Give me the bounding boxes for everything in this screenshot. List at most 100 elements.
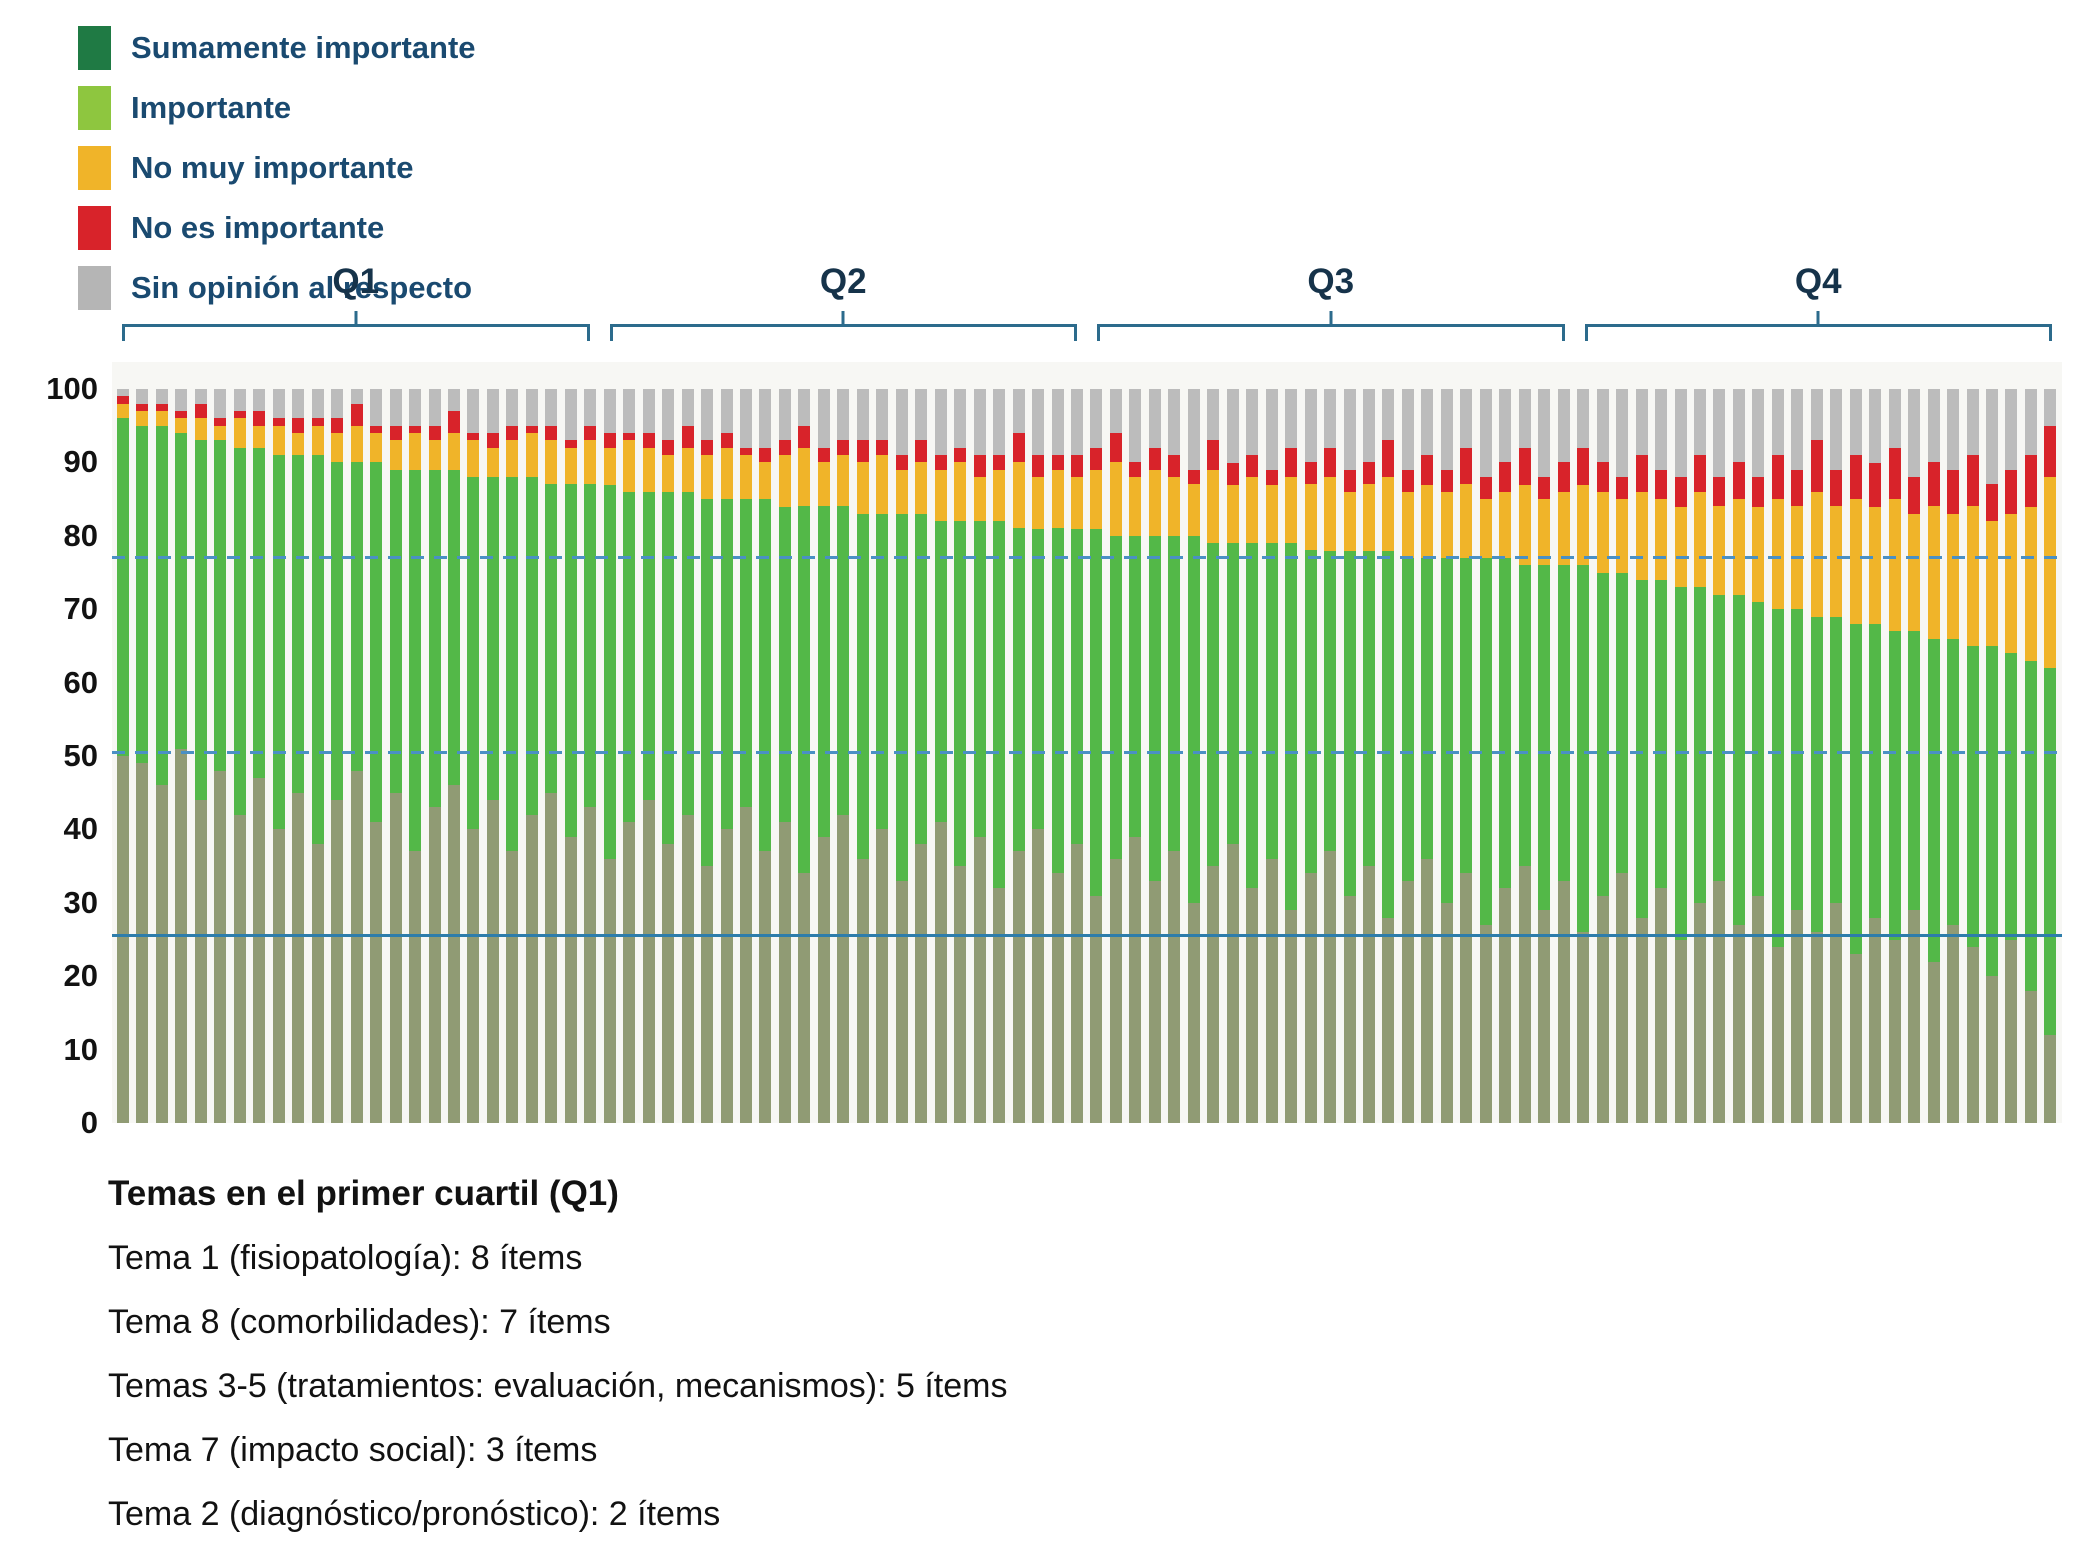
segment-sumamente-importante [233, 814, 246, 1123]
segment-no-muy-importante [1616, 499, 1629, 573]
segment-sin-opinion-al-respecto [370, 389, 383, 426]
segment-sumamente-importante [1518, 866, 1531, 1123]
segment-no-muy-importante [370, 433, 383, 463]
segment-importante [837, 506, 850, 815]
segment-sin-opinion-al-respecto [214, 389, 227, 419]
segment-sumamente-importante [993, 888, 1006, 1123]
segment-sumamente-importante [447, 785, 460, 1123]
footer-line: Tema 8 (comorbilidades): 7 ítems [108, 1302, 611, 1341]
segment-no-muy-importante [856, 462, 869, 514]
segment-no-es-importante [1830, 469, 1843, 507]
segment-sin-opinion-al-respecto [233, 389, 246, 412]
segment-importante [292, 455, 305, 793]
segment-sin-opinion-al-respecto [856, 389, 869, 441]
segment-no-muy-importante [1655, 499, 1668, 580]
segment-sumamente-importante [934, 822, 947, 1123]
segment-no-muy-importante [1499, 491, 1512, 558]
segment-no-es-importante [1343, 469, 1356, 492]
segment-importante [155, 425, 168, 786]
segment-no-muy-importante [1148, 469, 1161, 536]
segment-importante [2005, 653, 2018, 940]
segment-no-es-importante [1187, 469, 1200, 485]
segment-importante [214, 440, 227, 771]
segment-sin-opinion-al-respecto [1226, 389, 1239, 463]
bracket-center-tick [354, 311, 358, 327]
segment-sumamente-importante [1285, 910, 1298, 1123]
segment-sumamente-importante [370, 822, 383, 1123]
segment-importante [973, 521, 986, 837]
segment-sumamente-importante [623, 822, 636, 1123]
stacked-bar [486, 388, 499, 1123]
legend-label: Sumamente importante [131, 30, 476, 65]
stacked-bar [1363, 389, 1375, 1123]
segment-no-muy-importante [1343, 491, 1356, 551]
segment-sin-opinion-al-respecto [973, 389, 986, 456]
stacked-bar [1557, 389, 1570, 1123]
segment-importante [1752, 601, 1765, 896]
segment-no-es-importante [1051, 455, 1064, 470]
segment-no-es-importante [837, 440, 850, 456]
dashed-reference-line [112, 556, 2062, 560]
segment-sumamente-importante [292, 792, 305, 1123]
segment-importante [1070, 528, 1083, 845]
segment-importante [642, 491, 655, 800]
segment-sin-opinion-al-respecto [1304, 388, 1317, 463]
segment-importante [1908, 631, 1921, 911]
stacked-bar [1655, 389, 1668, 1123]
segment-sin-opinion-al-respecto [1460, 389, 1473, 448]
segment-no-es-importante [1070, 455, 1083, 478]
segment-no-es-importante [155, 403, 168, 412]
segment-no-es-importante [1947, 469, 1960, 514]
segment-importante [1129, 535, 1142, 837]
segment-sin-opinion-al-respecto [155, 389, 168, 404]
segment-no-es-importante [1577, 447, 1590, 485]
stacked-bar [370, 389, 383, 1123]
segment-sumamente-importante [778, 822, 791, 1123]
segment-sin-opinion-al-respecto [1713, 388, 1726, 478]
segment-no-es-importante [1148, 447, 1161, 470]
segment-sumamente-importante [1713, 880, 1726, 1123]
segment-no-es-importante [1246, 455, 1259, 478]
segment-importante [1090, 528, 1103, 896]
segment-sumamente-importante [1226, 844, 1239, 1123]
segment-no-es-importante [1460, 447, 1473, 485]
segment-no-es-importante [486, 432, 499, 448]
segment-no-es-importante [1713, 477, 1726, 507]
segment-sin-opinion-al-respecto [1109, 389, 1122, 434]
segment-sin-opinion-al-respecto [1070, 389, 1083, 456]
segment-importante [1849, 623, 1862, 955]
segment-no-muy-importante [525, 433, 538, 478]
segment-importante [136, 425, 149, 764]
segment-sin-opinion-al-respecto [1440, 389, 1453, 470]
segment-sumamente-importante [331, 800, 344, 1123]
segment-no-es-importante [1849, 455, 1862, 500]
stacked-bar [545, 389, 558, 1123]
stacked-bar [1693, 389, 1706, 1123]
segment-sumamente-importante [740, 807, 752, 1123]
segment-no-muy-importante [1752, 506, 1765, 602]
stacked-bar [1791, 389, 1804, 1123]
segment-sumamente-importante [681, 814, 694, 1123]
segment-importante [2044, 667, 2057, 1035]
segment-sumamente-importante [1109, 858, 1122, 1123]
segment-sumamente-importante [1888, 939, 1901, 1123]
segment-sin-opinion-al-respecto [1635, 389, 1648, 456]
segment-importante [1810, 616, 1823, 933]
segment-sumamente-importante [1246, 888, 1259, 1123]
segment-sin-opinion-al-respecto [642, 389, 655, 434]
quartile-bracket-q1 [122, 311, 590, 341]
segment-no-muy-importante [272, 425, 285, 456]
segment-sin-opinion-al-respecto [2005, 389, 2018, 470]
segment-no-muy-importante [740, 455, 752, 500]
quartile-bracket-q2 [609, 311, 1077, 341]
segment-sumamente-importante [1012, 851, 1025, 1123]
segment-sumamente-importante [1479, 924, 1492, 1123]
segment-no-es-importante [1226, 462, 1239, 485]
segment-no-muy-importante [1577, 484, 1590, 566]
segment-no-es-importante [1012, 432, 1025, 463]
stacked-bar [525, 389, 538, 1123]
segment-sin-opinion-al-respecto [1869, 389, 1882, 463]
stacked-bar [1947, 389, 1960, 1123]
segment-no-muy-importante [253, 425, 266, 448]
segment-no-muy-importante [2005, 513, 2018, 654]
